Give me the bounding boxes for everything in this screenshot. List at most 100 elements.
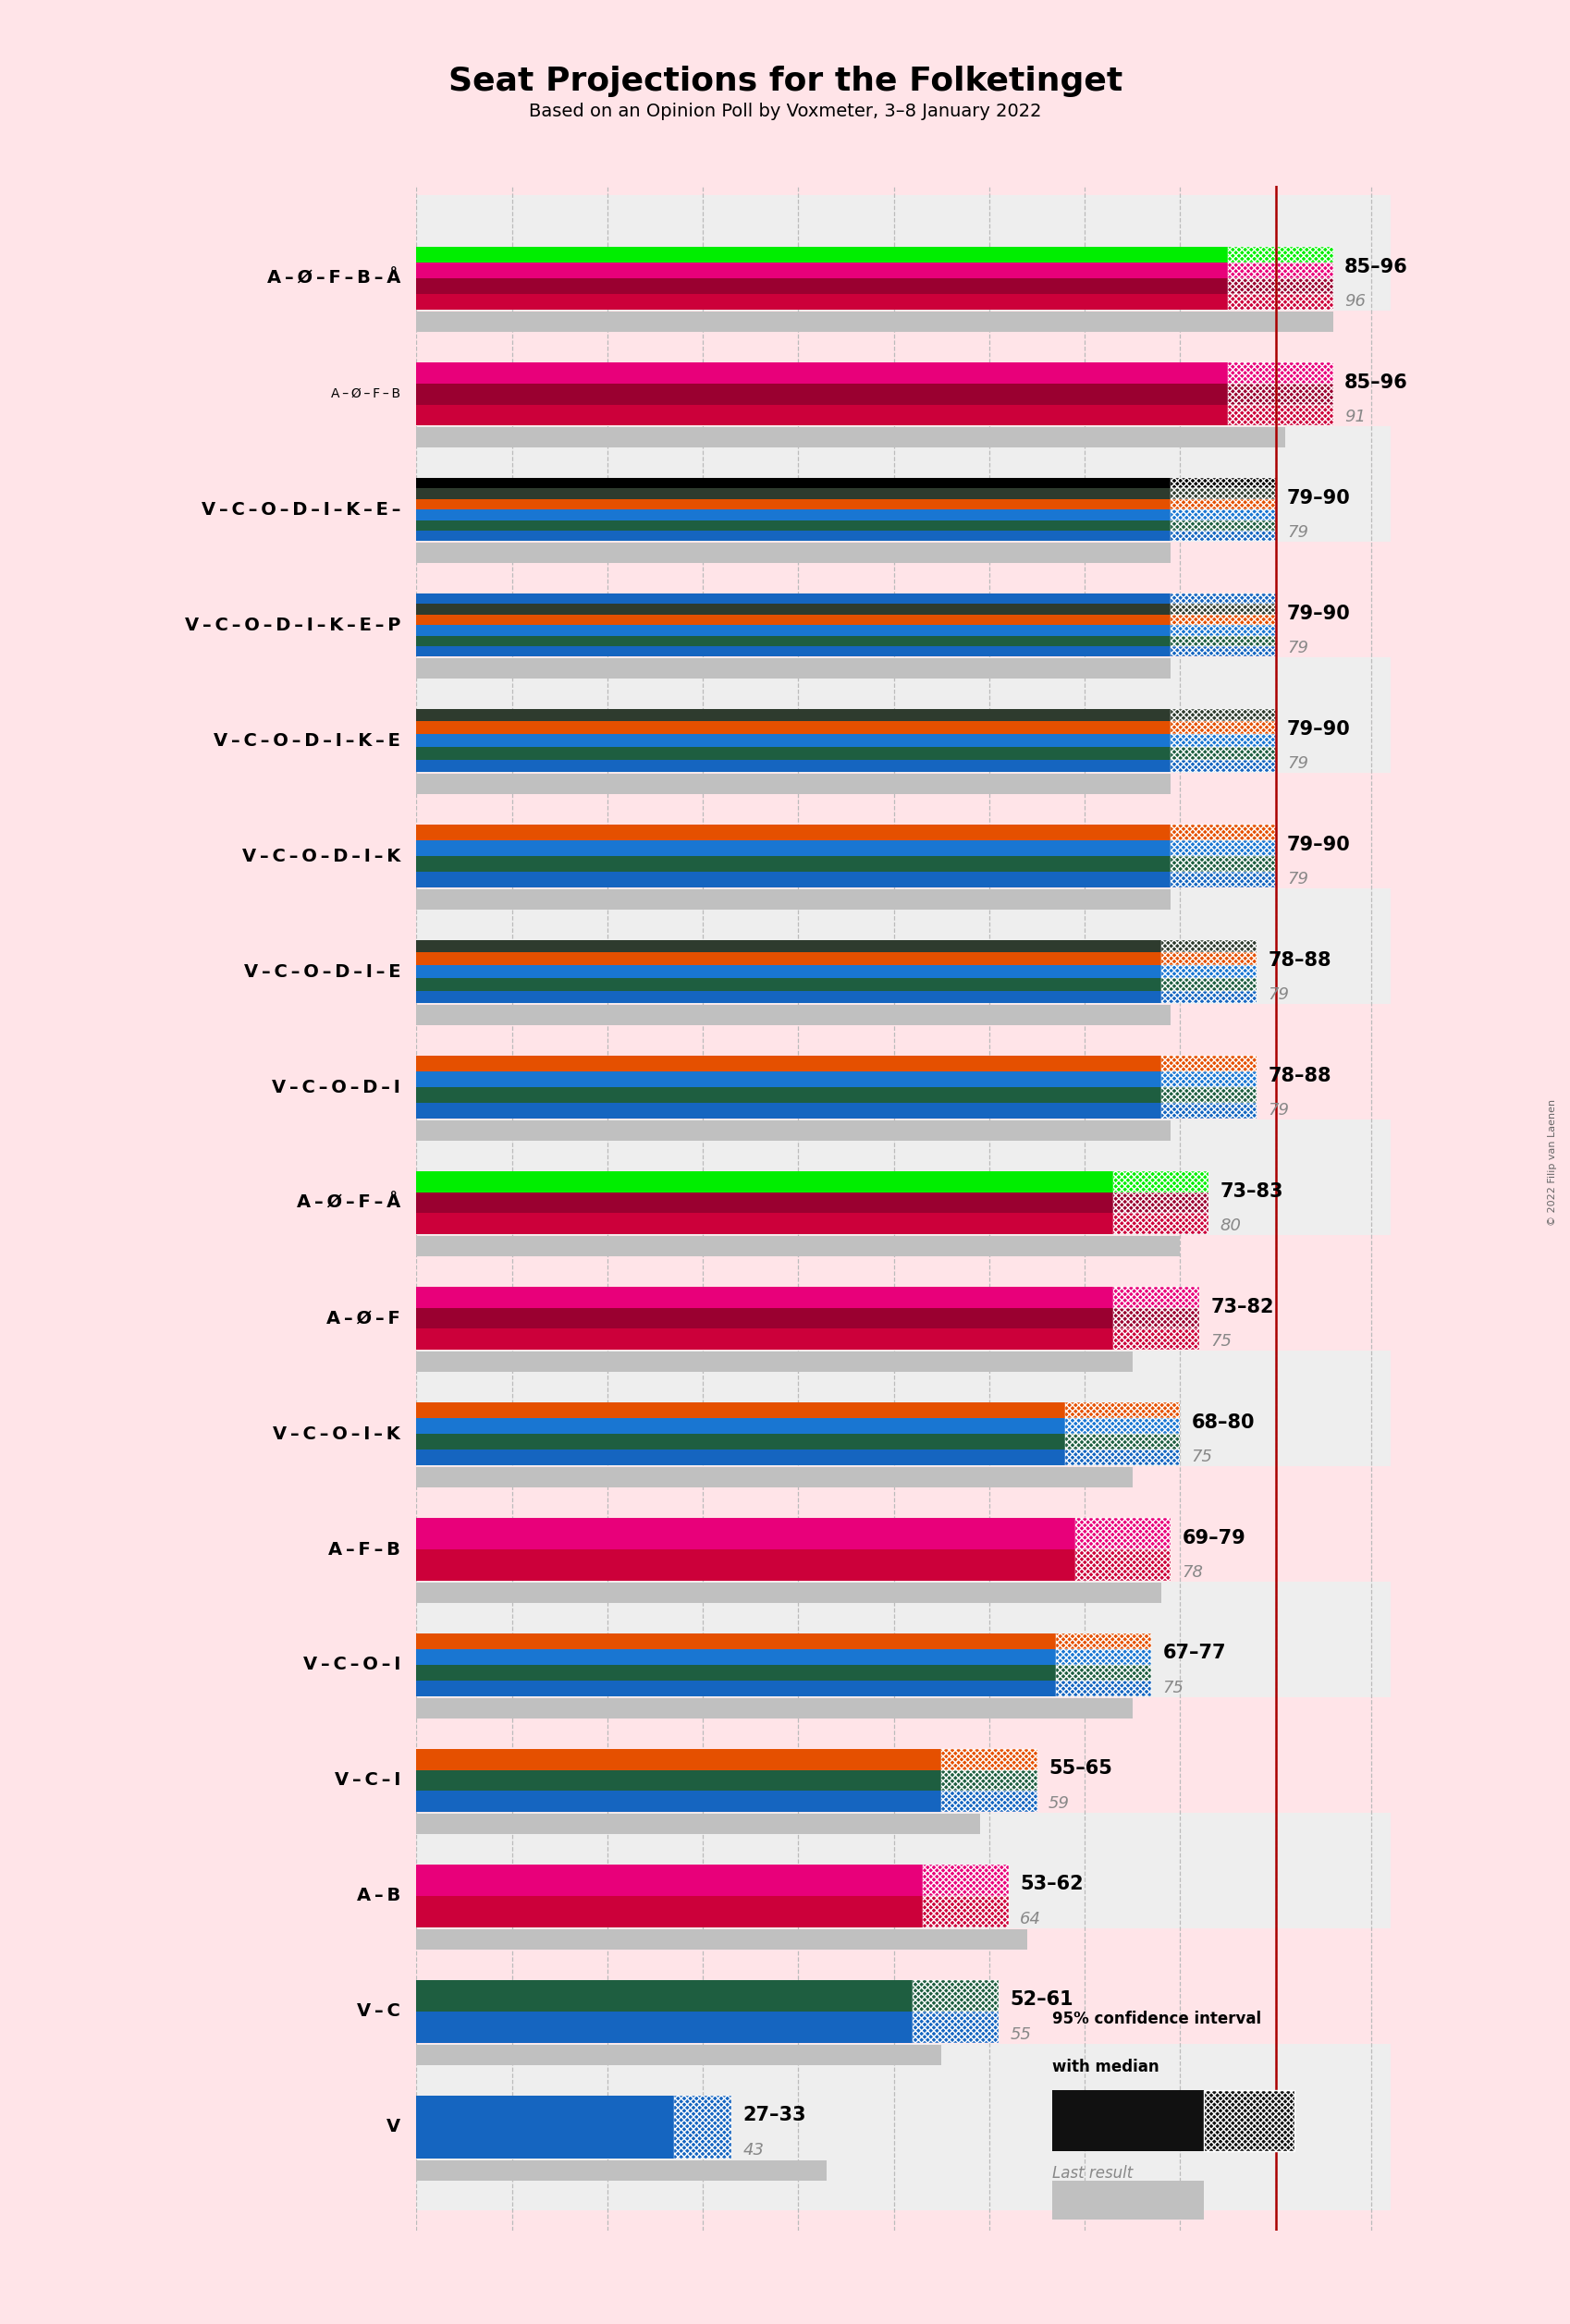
Bar — [1160, 964, 1256, 978]
Bar — [416, 1088, 1160, 1104]
Bar — [1170, 521, 1275, 530]
Text: V – C – O – D – I – K – E: V – C – O – D – I – K – E — [214, 732, 400, 748]
Bar — [416, 646, 1170, 658]
Bar — [1113, 1213, 1209, 1234]
Bar — [416, 2045, 940, 2066]
Text: 79: 79 — [1286, 639, 1308, 655]
Bar — [416, 658, 1170, 679]
Text: 91: 91 — [1344, 409, 1364, 425]
Bar — [1160, 978, 1256, 990]
Bar — [912, 1980, 999, 2013]
Bar — [416, 263, 1228, 279]
Bar — [1170, 734, 1275, 746]
Text: 43: 43 — [743, 2143, 763, 2159]
Bar — [940, 1771, 1036, 1792]
Bar — [416, 383, 1228, 404]
Text: Based on an Opinion Poll by Voxmeter, 3–8 January 2022: Based on an Opinion Poll by Voxmeter, 3–… — [529, 102, 1041, 121]
Bar — [1170, 625, 1275, 634]
Bar — [1074, 1550, 1170, 1580]
Bar — [416, 1550, 1074, 1580]
Bar — [1055, 1664, 1151, 1680]
Text: V – C – I: V – C – I — [334, 1771, 400, 1789]
Bar — [416, 521, 1170, 530]
Bar — [416, 1748, 940, 1771]
Bar — [1170, 746, 1275, 760]
Bar — [1170, 872, 1275, 888]
Bar — [1170, 488, 1275, 500]
Bar — [416, 734, 1170, 746]
Bar — [940, 1792, 1036, 1813]
Bar — [1228, 263, 1333, 279]
Text: 69–79: 69–79 — [1181, 1529, 1245, 1548]
Text: 79: 79 — [1267, 1102, 1289, 1118]
Bar — [1113, 1329, 1198, 1350]
Text: V – C: V – C — [356, 2003, 400, 2020]
Bar — [1228, 246, 1333, 263]
Bar — [940, 1748, 1036, 1771]
Text: with median: with median — [1052, 2059, 1159, 2075]
Bar — [416, 1004, 1170, 1025]
Bar — [1170, 646, 1275, 658]
Bar — [1052, 2089, 1204, 2152]
Text: V – C – O – D – I – K: V – C – O – D – I – K — [242, 848, 400, 865]
Bar — [416, 855, 1170, 872]
Bar — [416, 479, 1170, 488]
Bar — [416, 1071, 1160, 1088]
Bar — [1055, 1634, 1151, 1650]
Bar — [416, 363, 1228, 383]
Bar — [416, 541, 1170, 562]
Bar — [1055, 1650, 1151, 1664]
Bar — [416, 195, 1389, 363]
Bar — [1170, 593, 1275, 604]
Bar — [416, 428, 1284, 449]
Bar — [1170, 720, 1275, 734]
Bar — [416, 1234, 1389, 1401]
Bar — [674, 2096, 732, 2159]
Text: 73–82: 73–82 — [1210, 1297, 1273, 1315]
Bar — [416, 953, 1160, 964]
Bar — [416, 978, 1160, 990]
Bar — [416, 774, 1170, 795]
Bar — [1170, 825, 1275, 841]
Text: V: V — [386, 2117, 400, 2136]
Bar — [1170, 530, 1275, 541]
Bar — [1170, 720, 1275, 734]
Bar — [416, 1650, 1055, 1664]
Bar — [416, 1583, 1160, 1604]
Bar — [416, 1697, 1389, 1864]
Text: 53–62: 53–62 — [1019, 1875, 1083, 1894]
Bar — [416, 658, 1389, 823]
Bar — [1113, 1308, 1198, 1329]
Bar — [1160, 1055, 1256, 1071]
Bar — [1074, 1550, 1170, 1580]
Bar — [1160, 990, 1256, 1004]
Bar — [1170, 760, 1275, 772]
Text: 79: 79 — [1286, 755, 1308, 772]
Text: V – C – O – D – I – E: V – C – O – D – I – E — [243, 962, 400, 981]
Bar — [416, 311, 1389, 476]
Text: 85–96: 85–96 — [1344, 258, 1407, 277]
Text: 64: 64 — [1019, 1910, 1041, 1927]
Bar — [1228, 363, 1333, 383]
Text: V – C – O – D – I – K – E – P: V – C – O – D – I – K – E – P — [185, 616, 400, 634]
Text: V – C – O – D – I: V – C – O – D – I — [272, 1078, 400, 1097]
Text: A – F – B: A – F – B — [328, 1541, 400, 1557]
Bar — [1228, 383, 1333, 404]
Bar — [912, 2013, 999, 2043]
Bar — [1160, 990, 1256, 1004]
Bar — [940, 1771, 1036, 1792]
Bar — [912, 2013, 999, 2043]
Bar — [1170, 746, 1275, 760]
Bar — [416, 1699, 1132, 1720]
Bar — [1170, 509, 1275, 521]
Bar — [416, 990, 1160, 1004]
Bar — [416, 311, 1333, 332]
Bar — [1170, 872, 1275, 888]
Bar — [1160, 1104, 1256, 1118]
Bar — [1204, 2089, 1294, 2152]
Bar — [1052, 2180, 1204, 2219]
Bar — [416, 720, 1170, 734]
Bar — [1170, 604, 1275, 614]
Bar — [1160, 939, 1256, 953]
Bar — [416, 774, 1389, 939]
